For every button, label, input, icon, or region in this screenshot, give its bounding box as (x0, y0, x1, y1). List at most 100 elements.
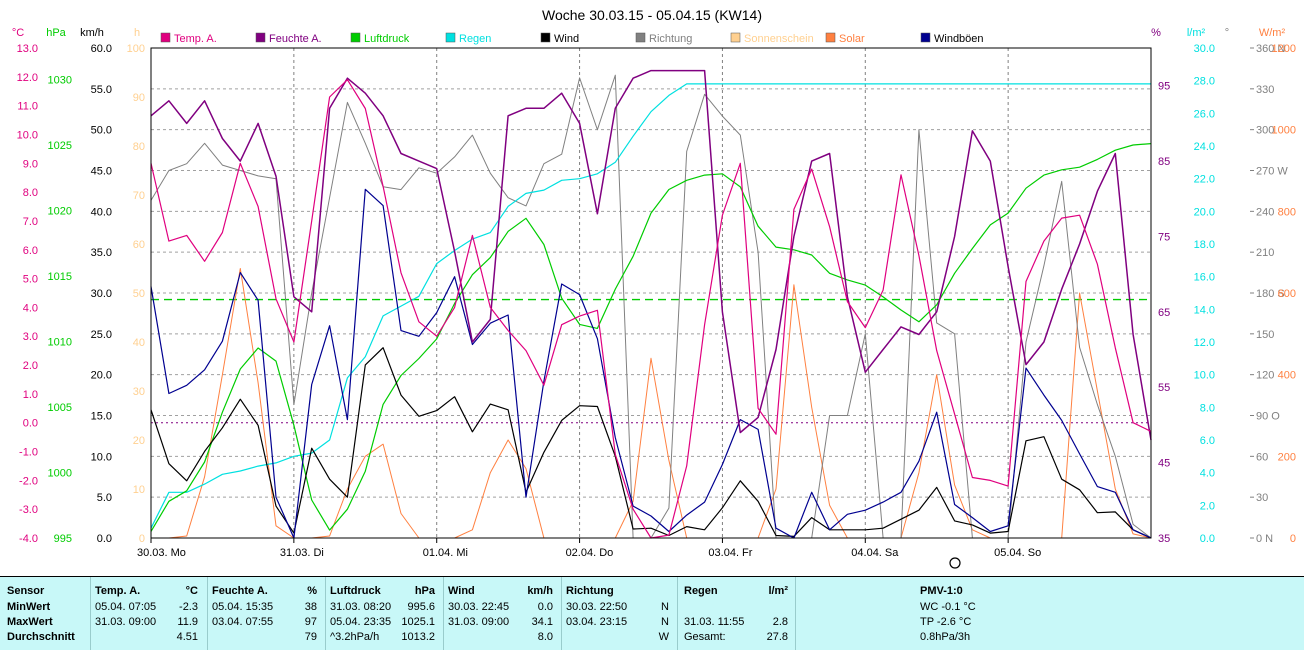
direction-tick-label: 240 (1256, 206, 1274, 218)
humidity-tick-label: 65 (1158, 307, 1170, 319)
temp-tick-label: 0.0 (23, 418, 38, 430)
rain-axis-unit: l/m² (1187, 27, 1206, 39)
pressure-tick-label: 1025 (48, 140, 72, 152)
temp-tick-label: 10.0 (17, 129, 38, 141)
temp-tick-label: 2.0 (23, 360, 38, 372)
pressure-time: ^3.2hPa/h (330, 631, 380, 643)
humidity-axis-unit: % (1151, 27, 1161, 39)
pmv-value: 0.8hPa/3h (920, 631, 971, 643)
series-windböen-line (150, 188, 1152, 539)
wind-tick-label: 35.0 (91, 247, 112, 259)
sun-tick-label: 90 (133, 92, 145, 104)
column-divider (561, 577, 562, 650)
wind-tick-label: 15.0 (91, 411, 112, 423)
rain-tick-label: 14.0 (1194, 304, 1215, 316)
wind-tick-label: 5.0 (97, 492, 112, 504)
temp-tick-label: 9.0 (23, 158, 38, 170)
humidity-tick-label: 55 (1158, 382, 1170, 394)
header-temp-unit: °C (185, 585, 198, 597)
x-tick-label: 05.04. So (994, 547, 1041, 559)
wind-tick-label: 30.0 (91, 288, 112, 300)
rain-tick-label: 6.0 (1200, 435, 1215, 447)
sun-tick-label: 80 (133, 141, 145, 153)
header-wind: Wind (448, 585, 475, 597)
pressure-value: 1025.1 (401, 616, 435, 628)
rain-time: Gesamt: (684, 631, 726, 643)
header-temp: Temp. A. (95, 585, 141, 597)
rain-tick-label: 20.0 (1194, 206, 1215, 218)
legend-swatch (255, 32, 266, 43)
x-tick-label: 01.04. Mi (423, 547, 468, 559)
stats-table: Sensor Temp. A. °C Feuchte A.% Luftdruck hPa W… (0, 576, 1304, 650)
rain-tick-label: 28.0 (1194, 76, 1215, 88)
legend-swatch (160, 32, 171, 43)
rain-tick-label: 2.0 (1200, 500, 1215, 512)
pressure-tick-label: 1000 (48, 467, 72, 479)
x-tick-label: 04.04. Sa (851, 547, 899, 559)
series-solar-line (151, 268, 1152, 539)
rain-tick-label: 16.0 (1194, 272, 1215, 284)
temp-tick-label: 6.0 (23, 245, 38, 257)
x-tick-label: 31.03. Di (280, 547, 324, 559)
rain-tick-label: 0.0 (1200, 533, 1215, 545)
row-label: MinWert (7, 601, 51, 613)
temp-tick-label: 4.0 (23, 302, 38, 314)
wind-tick-label: 45.0 (91, 166, 112, 178)
solar-tick-label: 1000 (1272, 125, 1296, 137)
header-wind-unit: km/h (527, 585, 553, 597)
sun-tick-label: 100 (127, 43, 145, 55)
x-tick-label: 30.03. Mo (137, 547, 186, 559)
legend-label: Feuchte A. (269, 33, 322, 45)
legend-label: Solar (839, 33, 865, 45)
temp-tick-label: 11.0 (17, 101, 38, 113)
humidity-tick-label: 85 (1158, 156, 1170, 168)
temp-time: 05.04. 07:05 (95, 601, 157, 613)
direction-tick-label: 0 N (1256, 533, 1273, 545)
marker-circle (949, 557, 961, 569)
series-regen-line (150, 83, 1151, 529)
humidity-value: 38 (304, 601, 317, 613)
x-tick-label: 02.04. Do (566, 547, 614, 559)
direction-tick-label: 330 (1256, 84, 1274, 96)
column-divider (677, 577, 678, 650)
column-divider (90, 577, 91, 650)
wind-time: 31.03. 09:00 (448, 616, 510, 628)
temp-tick-label: 12.0 (17, 72, 38, 84)
pressure-tick-label: 1020 (48, 205, 72, 217)
direction-tick-label: 30 (1256, 492, 1268, 504)
rain-tick-label: 12.0 (1194, 337, 1215, 349)
rain-tick-label: 10.0 (1194, 370, 1215, 382)
rain-tick-label: 18.0 (1194, 239, 1215, 251)
wind-tick-label: 60.0 (91, 43, 112, 55)
wind-tick-label: 50.0 (91, 125, 112, 137)
chart-title: Woche 30.03.15 - 05.04.15 (KW14) (542, 7, 762, 23)
sun-axis-unit: h (134, 27, 140, 39)
legend-swatch (825, 32, 836, 43)
temp-tick-label: -2.0 (19, 475, 38, 487)
humidity-time: 03.04. 07:55 (212, 616, 274, 628)
wind-tick-label: 40.0 (91, 206, 112, 218)
temp-tick-label: 1.0 (23, 389, 38, 401)
pressure-value: 995.6 (407, 601, 435, 613)
humidity-value: 79 (304, 631, 317, 643)
humidity-tick-label: 45 (1158, 458, 1170, 470)
humidity-tick-label: 95 (1158, 81, 1170, 93)
direction-value: N (661, 616, 669, 628)
legend-label: Richtung (649, 33, 692, 45)
header-humidity-unit: % (307, 585, 317, 597)
wind-value: 8.0 (537, 631, 553, 643)
temp-time: 31.03. 09:00 (95, 616, 157, 628)
rain-tick-label: 24.0 (1194, 141, 1215, 153)
legend-label: Regen (459, 33, 491, 45)
solar-tick-label: 1200 (1272, 43, 1296, 55)
rain-tick-label: 30.0 (1194, 43, 1215, 55)
pressure-time: 05.04. 23:35 (330, 616, 392, 628)
temp-value: 4.51 (176, 631, 198, 643)
series-luftdruck-line (150, 143, 1152, 532)
weather-chart: Woche 30.03.15 - 05.04.15 (KW14) °C 13.0 1… (11, 7, 1296, 569)
sun-tick-label: 0 (139, 533, 145, 545)
rain-time: 31.03. 11:55 (684, 616, 745, 628)
legend-swatch (445, 32, 456, 43)
row-label: MaxWert (7, 616, 53, 628)
pressure-time: 31.03. 08:20 (330, 601, 392, 613)
